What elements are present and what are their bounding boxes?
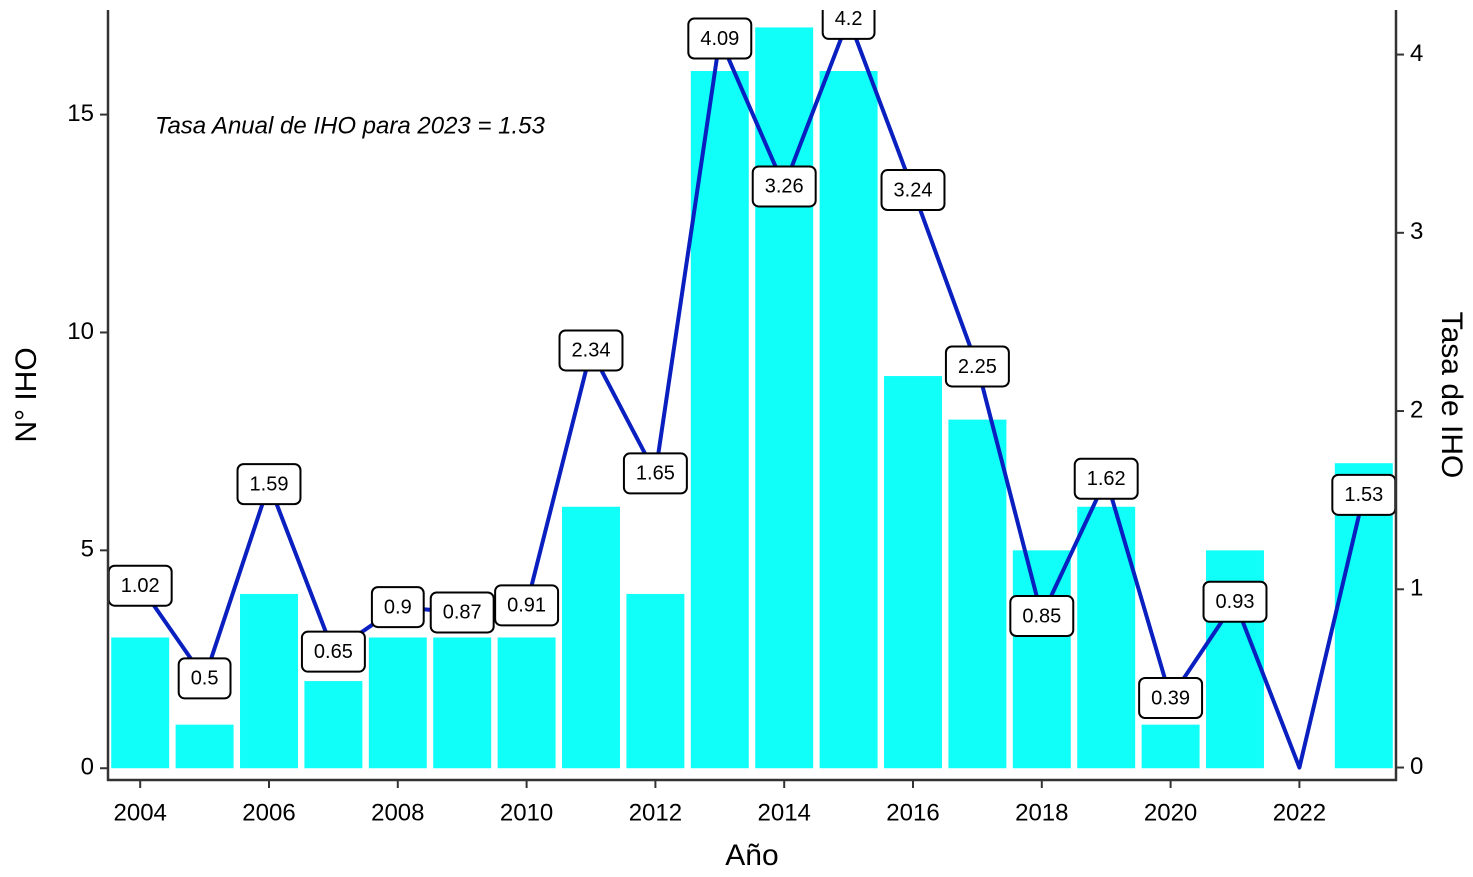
- y2-tick-label: 4: [1410, 40, 1423, 67]
- value-label: 0.5: [191, 668, 219, 690]
- value-label: 1.59: [250, 473, 289, 495]
- value-label-box: [880, 169, 946, 212]
- y2-tick-label: 1: [1410, 575, 1423, 602]
- value-label-box: [622, 452, 688, 495]
- value-label-box: [751, 165, 817, 208]
- value-label: 3.24: [894, 179, 933, 201]
- value-label-box: [1009, 595, 1075, 638]
- x-tick-label: 2016: [886, 799, 939, 826]
- value-label-box: [1138, 677, 1204, 720]
- y2-axis-title: Tasa de IHO: [1435, 312, 1468, 479]
- value-label: 0.93: [1216, 591, 1255, 613]
- value-label: 0.87: [443, 602, 482, 624]
- y2-tick-label: 0: [1410, 753, 1423, 780]
- value-label-box: [429, 591, 495, 634]
- bar: [240, 593, 298, 769]
- bar: [304, 681, 363, 769]
- x-tick-label: 2008: [371, 799, 424, 826]
- bar: [368, 637, 427, 769]
- bar: [1141, 724, 1200, 769]
- value-label: 0.39: [1151, 687, 1190, 709]
- bar: [884, 376, 942, 769]
- y-tick-label: 15: [67, 100, 94, 127]
- value-label: 4.09: [700, 28, 739, 50]
- bar: [497, 637, 556, 769]
- bar: [175, 724, 234, 769]
- value-label-box: [558, 329, 624, 372]
- value-label-box: [821, 10, 876, 40]
- value-label-box: [494, 584, 560, 627]
- label-layer: 1.02 0.5 1.59 0.65 0.9 0.87 0.91 2.34 1.65 4.09 3.…: [108, 8, 1396, 720]
- value-label: 1.53: [1344, 484, 1383, 506]
- value-label: 0.65: [314, 641, 353, 663]
- y-axis-title: N° IHO: [10, 347, 43, 442]
- bar: [1012, 550, 1071, 769]
- value-label: 3.26: [765, 176, 804, 198]
- bar: [690, 71, 749, 769]
- value-label-box: [944, 345, 1010, 388]
- y2-tick-label: 2: [1410, 396, 1423, 423]
- y-tick-label: 5: [81, 536, 94, 563]
- plot-area: [111, 16, 1393, 770]
- value-label: 0.85: [1022, 605, 1061, 627]
- y2-tick-label: 3: [1410, 218, 1423, 245]
- x-tick-label: 2012: [629, 799, 682, 826]
- x-axis-title: Año: [725, 839, 778, 872]
- value-label-box: [1073, 457, 1139, 500]
- axes: [106, 10, 1398, 782]
- bar: [626, 593, 685, 769]
- bar: [948, 419, 1007, 769]
- value-label-box: [177, 657, 232, 700]
- value-label-box: [687, 17, 753, 60]
- value-label: 1.62: [1087, 468, 1126, 490]
- x-tick-label: 2006: [242, 799, 295, 826]
- value-label: 0.9: [384, 596, 412, 618]
- bar: [111, 637, 170, 769]
- x-tick-label: 2018: [1015, 799, 1068, 826]
- x-tick-label: 2010: [500, 799, 553, 826]
- value-label-box: [300, 630, 366, 673]
- value-label-box: [1202, 580, 1268, 623]
- value-label: 2.25: [958, 356, 997, 378]
- bar: [755, 27, 814, 769]
- y-tick-label: 0: [81, 754, 94, 781]
- x-tick-label: 2020: [1144, 799, 1197, 826]
- value-label: 1.02: [121, 575, 160, 597]
- value-label-box: [236, 463, 302, 506]
- value-label: 1.65: [636, 463, 675, 485]
- bar: [562, 506, 620, 769]
- annotation: Tasa Anual de IHO para 2023 = 1.53: [155, 112, 545, 139]
- x-tick-label: 2014: [758, 799, 811, 826]
- y-tick-label: 10: [67, 318, 94, 345]
- x-tick-label: 2004: [114, 799, 167, 826]
- bar: [433, 637, 492, 769]
- value-label: 0.91: [507, 595, 546, 617]
- value-label: 2.34: [572, 340, 611, 362]
- value-label-box: [370, 586, 425, 629]
- x-tick-label: 2022: [1273, 799, 1326, 826]
- value-label: 4.2: [835, 8, 863, 30]
- bar: [819, 71, 878, 769]
